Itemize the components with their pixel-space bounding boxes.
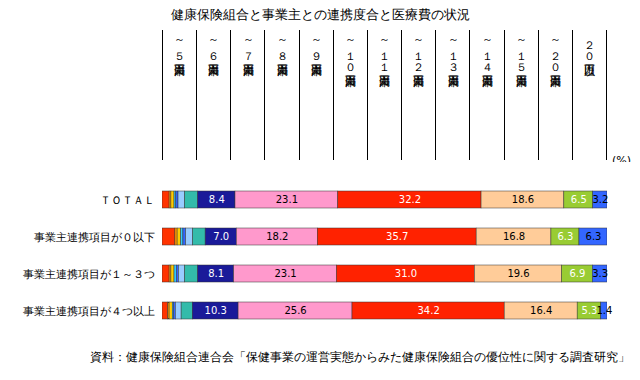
html-text:～７万円未満: ～７万円未満 — [242, 34, 255, 56]
html-text:２０万円以上: ２０万円以上 — [583, 34, 596, 56]
html-text:～２０万円未満: ～２０万円未満 — [549, 34, 562, 67]
svg-text:事業主連携項目が１～３つ: 事業主連携項目が１～３つ — [23, 268, 155, 281]
svg-text:6.5: 6.5 — [571, 194, 587, 205]
svg-text:10.3: 10.3 — [205, 305, 227, 316]
svg-text:8.4: 8.4 — [209, 194, 225, 205]
svg-text:35.7: 35.7 — [386, 231, 408, 242]
html-text:～８万円未満: ～８万円未満 — [276, 34, 289, 56]
html-text:～１３万円未満: ～１３万円未満 — [447, 34, 460, 67]
html-text:～１０万円未満: ～１０万円未満 — [344, 34, 357, 67]
svg-text:5.3: 5.3 — [582, 305, 598, 316]
svg-text:事業主連携項目が４つ以上: 事業主連携項目が４つ以上 — [23, 305, 155, 318]
svg-text:8.1: 8.1 — [208, 268, 224, 279]
svg-text:18.6: 18.6 — [512, 194, 534, 205]
svg-text:6.9: 6.9 — [570, 268, 586, 279]
svg-text:6.3: 6.3 — [586, 231, 602, 242]
html-text:資料：健康保険組合連合会「保健事業の運営実態からみた健康保険: 資料：健康保険組合連合会「保健事業の運営実態からみた健康保険組合の優位性に関する… — [90, 350, 630, 364]
svg-text:18.2: 18.2 — [266, 231, 288, 242]
svg-text:32.2: 32.2 — [399, 194, 421, 205]
html-text:～１４万円未満: ～１４万円未満 — [481, 34, 494, 67]
html-text:～１２万円未満: ～１２万円未満 — [412, 34, 425, 67]
svg-text:1.4: 1.4 — [596, 305, 612, 316]
html-text:～１５万円未満: ～１５万円未満 — [515, 34, 528, 67]
svg-text:25.6: 25.6 — [284, 305, 306, 316]
html-text:健康保険組合と事業主との連携度合と医療費の状況: 健康保険組合と事業主との連携度合と医療費の状況 — [170, 7, 470, 22]
svg-text:16.4: 16.4 — [530, 305, 552, 316]
svg-text:6.3: 6.3 — [557, 231, 573, 242]
svg-text:23.1: 23.1 — [274, 268, 296, 279]
svg-text:3.2: 3.2 — [592, 194, 608, 205]
svg-text:3.3: 3.3 — [592, 268, 608, 279]
svg-text:16.8: 16.8 — [503, 231, 525, 242]
html-text:～５万円未満: ～５万円未満 — [173, 34, 186, 56]
svg-text:7.0: 7.0 — [213, 231, 229, 242]
svg-text:34.2: 34.2 — [417, 305, 439, 316]
html-text:～１１万円未満: ～１１万円未満 — [378, 34, 391, 67]
svg-text:23.1: 23.1 — [276, 194, 298, 205]
svg-text:事業主連携項目が０以下: 事業主連携項目が０以下 — [34, 231, 155, 244]
html-text:～６万円未満: ～６万円未満 — [208, 34, 220, 56]
html-text:～９万円未満: ～９万円未満 — [310, 34, 323, 56]
svg-text:19.6: 19.6 — [507, 268, 529, 279]
svg-text:ＴＯＴＡＬ: ＴＯＴＡＬ — [100, 194, 155, 207]
svg-text:31.0: 31.0 — [395, 268, 417, 279]
